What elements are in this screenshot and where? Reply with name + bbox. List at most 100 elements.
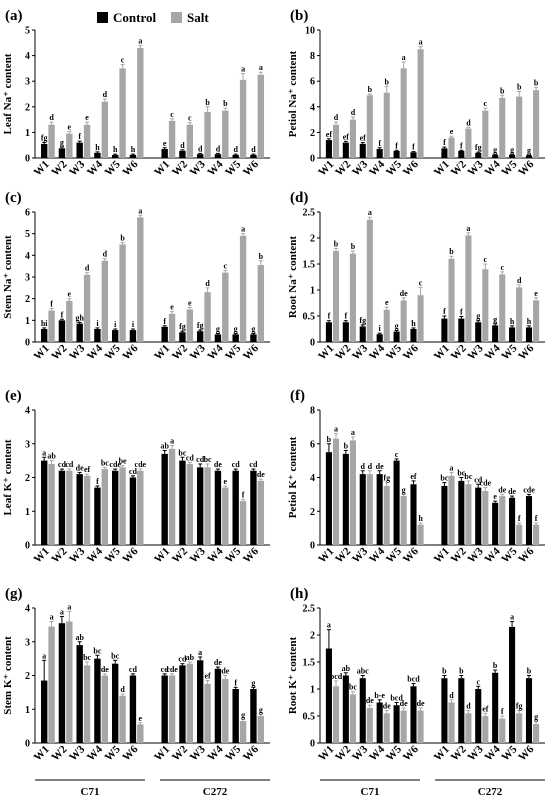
- significance-letter: b: [223, 99, 228, 108]
- significance-letter: g: [241, 710, 245, 719]
- bar-salt-c71-w5: [400, 68, 407, 158]
- bar-control-c272-w4: [492, 154, 499, 158]
- bar-salt-c272-w5: [516, 287, 523, 342]
- panel-label: (f): [290, 388, 305, 404]
- panel-h: (h)Root K⁺ content00.511.522.5abcdW1abbc…: [287, 586, 545, 764]
- x-tick-label: W4: [85, 342, 106, 363]
- significance-letter: bc: [83, 653, 91, 662]
- bar-salt-c272-w4: [499, 496, 506, 545]
- bar-salt-c272-w3: [204, 683, 211, 743]
- y-axis-label: Leaf Na⁺ content: [2, 53, 14, 134]
- significance-letter: a: [67, 602, 71, 611]
- significance-letter: b: [385, 77, 390, 86]
- significance-letter: e: [170, 303, 174, 312]
- y-tick-label: 0: [310, 739, 315, 750]
- bar-salt-c71-w5: [400, 710, 407, 743]
- y-tick-label: 4: [25, 51, 30, 62]
- significance-letter: cd: [474, 475, 483, 484]
- bar-control-c272-w3: [475, 487, 482, 545]
- significance-letter: a: [50, 613, 54, 622]
- panels: (a)Leaf Na⁺ content012345fgdW1geW2feW3hd…: [2, 8, 545, 764]
- significance-letter: bc: [349, 683, 357, 692]
- bar-salt-c71-w4: [101, 101, 109, 158]
- bar-control-c71-w5: [111, 330, 119, 342]
- significance-letter: de: [383, 702, 391, 711]
- y-tick-label: 0: [310, 338, 315, 349]
- significance-letter: ef: [326, 130, 333, 139]
- significance-letter: bcd: [407, 675, 420, 684]
- significance-letter: be: [119, 457, 127, 466]
- y-tick-label: 3: [25, 273, 30, 284]
- group-label-c71-right: C71: [361, 786, 380, 798]
- significance-letter: de: [508, 487, 516, 496]
- bar-salt-c71-w6: [417, 524, 424, 545]
- significance-letter: de: [101, 665, 109, 674]
- bar-salt-c71-w4: [383, 713, 390, 743]
- bar-control-c272-w3: [196, 331, 204, 342]
- bar-control-c272-w3: [196, 660, 204, 743]
- x-tick-label: W2: [49, 342, 70, 363]
- bar-salt-c272-w3: [204, 292, 211, 342]
- x-tick-label: W3: [67, 545, 88, 566]
- significance-letter: e: [224, 477, 228, 486]
- bar-salt-c71-w1: [332, 251, 340, 342]
- bar-control-c272-w1: [441, 678, 448, 743]
- significance-letter: g: [216, 325, 220, 334]
- bar-control-c272-w1: [161, 675, 168, 743]
- significance-letter: f: [50, 299, 53, 308]
- legend-swatch-control: [97, 12, 108, 23]
- bar-control-c71-w3: [359, 143, 366, 158]
- significance-letter: de: [417, 699, 425, 708]
- bar-control-c272-w1: [161, 326, 168, 342]
- y-axis-label: Petiol K⁺ content: [287, 436, 299, 518]
- significance-letter: e: [163, 139, 167, 148]
- significance-letter: d: [120, 685, 125, 694]
- bar-control-c71-w6: [410, 484, 417, 545]
- significance-letter: ef: [410, 472, 417, 481]
- significance-letter: cde: [109, 460, 121, 469]
- bar-salt-c272-w2: [465, 128, 472, 158]
- x-tick-label: W2: [170, 545, 191, 566]
- bar-salt-c71-w3: [366, 95, 373, 158]
- bar-salt-c71-w2: [66, 133, 73, 158]
- bar-control-c71-w1: [40, 680, 48, 743]
- x-tick-label: W2: [49, 158, 70, 179]
- x-tick-label: W1: [152, 158, 172, 178]
- bar-salt-c71-w4: [383, 485, 390, 545]
- bar-control-c272-w5: [232, 154, 239, 158]
- significance-letter: e: [188, 298, 192, 307]
- bar-salt-c272-w1: [168, 675, 176, 743]
- bar-salt-c272-w6: [533, 724, 540, 743]
- bar-salt-c272-w4: [499, 274, 506, 342]
- significance-letter: d: [233, 145, 238, 154]
- significance-letter: g: [534, 712, 538, 721]
- x-tick-label: W6: [120, 342, 141, 363]
- y-tick-label: 1: [25, 316, 30, 327]
- bar-control-c272-w4: [492, 502, 499, 545]
- bar-salt-c272-w4: [499, 718, 506, 743]
- significance-letter: c: [121, 56, 125, 65]
- significance-letter: f: [78, 132, 81, 141]
- bar-control-c272-w1: [441, 148, 448, 158]
- panel-label: (e): [5, 388, 22, 404]
- bar-control-c71-w5: [111, 470, 119, 545]
- legend-label-control: Control: [113, 10, 156, 25]
- x-tick-label: W5: [103, 743, 124, 764]
- significance-letter: de: [214, 658, 222, 667]
- bar-control-c71-w2: [342, 142, 349, 158]
- y-tick-label: 0.5: [303, 312, 316, 323]
- bar-salt-c71-w4: [101, 260, 109, 342]
- bar-control-c272-w3: [196, 467, 204, 545]
- x-tick-label: W6: [516, 545, 537, 566]
- bar-control-c272-w6: [250, 334, 257, 342]
- significance-letter: ab: [160, 442, 169, 451]
- x-tick-label: W3: [67, 743, 88, 764]
- x-tick-label: W5: [103, 342, 124, 363]
- bar-control-c71-w4: [376, 474, 383, 545]
- bar-control-c272-w3: [196, 154, 204, 158]
- x-tick-label: W4: [205, 545, 226, 566]
- significance-letter: a: [419, 38, 423, 47]
- significance-letter: bc: [204, 455, 212, 464]
- bar-salt-c272-w5: [516, 713, 523, 743]
- significance-letter: bc: [457, 469, 465, 478]
